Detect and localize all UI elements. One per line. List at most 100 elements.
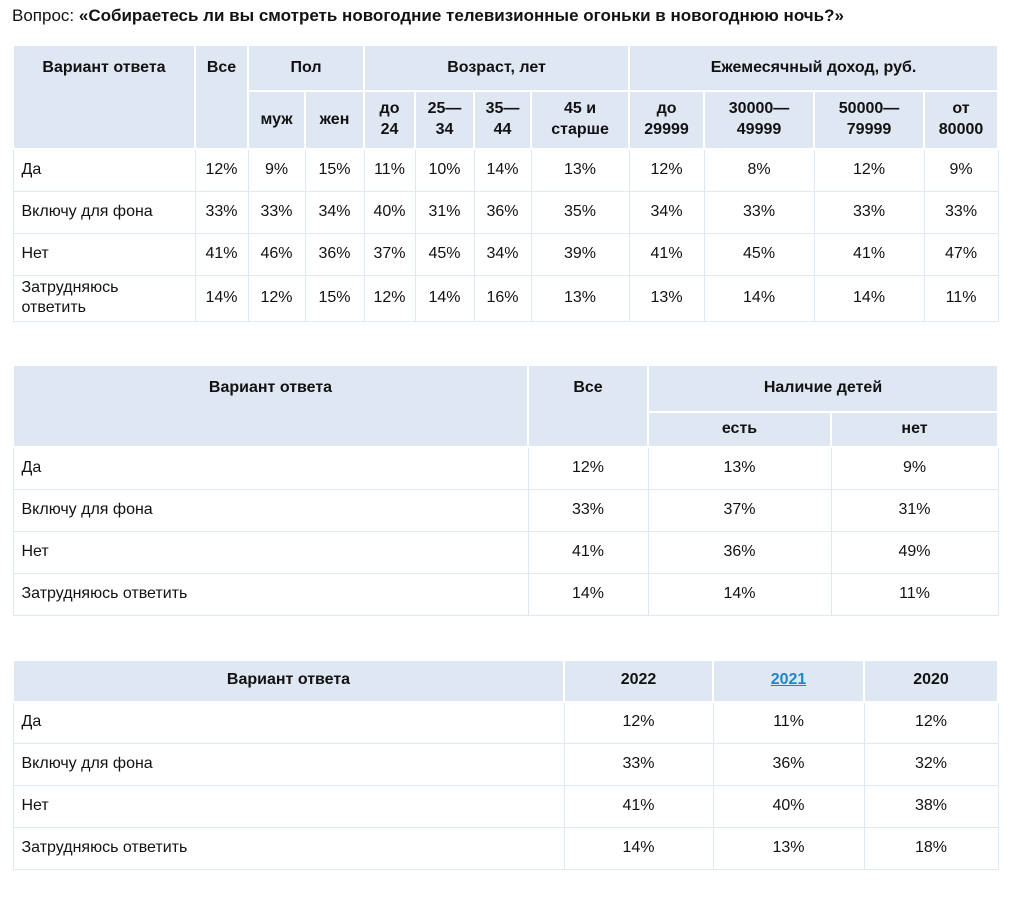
question-prefix: Вопрос:	[12, 6, 79, 25]
col-header-year-2020: 2020	[863, 658, 999, 703]
value-cell: 10%	[414, 148, 475, 192]
value-cell: 14%	[527, 572, 649, 616]
col-header-all: Все	[527, 364, 649, 449]
value-cell: 32%	[863, 743, 999, 787]
row-label: Да	[12, 446, 529, 490]
value-cell: 34%	[628, 190, 705, 234]
row-label: Да	[12, 148, 196, 192]
table-body: Да 12% 13% 9% Включу для фона 33% 37% 31% Нет 41%…	[12, 446, 999, 616]
col-header-year-2021: 2021	[712, 658, 865, 703]
table-row: Затрудняюсь ответить 14% 14% 11%	[12, 572, 999, 616]
table-body: Да 12% 11% 12% Включу для фона 33% 36% 32% Нет 41…	[12, 701, 999, 871]
value-cell: 41%	[813, 232, 925, 276]
value-cell: 12%	[863, 701, 999, 745]
value-cell: 13%	[628, 274, 705, 323]
table-body: Да 12% 9% 15% 11% 10% 14% 13% 12% 8% 12% 9% Включу д…	[12, 148, 999, 323]
value-cell: 33%	[527, 488, 649, 532]
value-cell: 12%	[628, 148, 705, 192]
col-header-all: Все	[194, 44, 249, 150]
col-header-variant: Вариант ответа	[12, 364, 529, 449]
header-row-groups: Вариант ответа Все Наличие детей	[12, 364, 999, 449]
col-header-income-50000-79999: 50000— 79999	[813, 90, 926, 150]
value-cell: 41%	[527, 530, 649, 574]
value-cell: 36%	[647, 530, 832, 574]
col-group-children: Наличие детей	[647, 364, 999, 414]
table-row: Включу для фона 33% 36% 32%	[12, 743, 999, 787]
table-row: Включу для фона 33% 37% 31%	[12, 488, 999, 532]
value-cell: 12%	[363, 274, 416, 323]
row-label: Включу для фона	[12, 190, 196, 234]
value-cell: 45%	[703, 232, 815, 276]
value-cell: 45%	[414, 232, 475, 276]
value-cell: 14%	[647, 572, 832, 616]
row-label: Включу для фона	[12, 488, 529, 532]
value-cell: 33%	[563, 743, 714, 787]
table-row: Да 12% 11% 12%	[12, 701, 999, 745]
row-label: Затрудняюсь ответить	[12, 827, 565, 871]
col-header-age-under24: до 24	[363, 90, 417, 150]
header-row-years: Вариант ответа 2022 2021 2020	[12, 658, 999, 703]
value-cell: 9%	[830, 446, 999, 490]
value-cell: 33%	[923, 190, 999, 234]
col-header-age-45plus: 45 и старше	[530, 90, 631, 150]
value-cell: 9%	[923, 148, 999, 192]
value-cell: 11%	[923, 274, 999, 323]
value-cell: 11%	[830, 572, 999, 616]
question-text: «Собираетесь ли вы смотреть новогодние т…	[78, 6, 844, 25]
value-cell: 40%	[363, 190, 416, 234]
value-cell: 33%	[247, 190, 306, 234]
value-cell: 46%	[247, 232, 306, 276]
col-header-female: жен	[303, 90, 366, 150]
value-cell: 14%	[473, 148, 532, 192]
header-row-subgroups: есть нет	[13, 411, 999, 449]
table-header: Вариант ответа Все Пол Возраст, лет Ежем…	[12, 44, 1000, 150]
row-label: Затрудняюсь ответить	[12, 572, 529, 616]
value-cell: 34%	[304, 190, 365, 234]
col-header-income-30000-49999: 30000— 49999	[703, 90, 816, 150]
value-cell: 37%	[363, 232, 416, 276]
value-cell: 13%	[712, 827, 865, 871]
table-row: Нет 41% 46% 36% 37% 45% 34% 39% 41% 45% 41% 47%	[12, 232, 999, 276]
value-cell: 34%	[473, 232, 532, 276]
survey-table-demographics: Вариант ответа Все Пол Возраст, лет Ежем…	[12, 44, 1000, 323]
col-header-age-25-34: 25— 34	[414, 90, 476, 150]
col-header-children-no: нет	[830, 411, 999, 449]
value-cell: 33%	[813, 190, 925, 234]
year-2021-link[interactable]: 2021	[770, 671, 807, 689]
header-row-subgroups: муж жен до 24 25— 34 35— 44 45 и старше …	[13, 90, 1000, 150]
value-cell: 11%	[712, 701, 865, 745]
value-cell: 36%	[473, 190, 532, 234]
col-group-gender: Пол	[246, 44, 366, 92]
col-header-variant: Вариант ответа	[12, 658, 565, 703]
value-cell: 12%	[563, 701, 714, 745]
col-header-age-35-44: 35— 44	[473, 90, 533, 150]
table-row: Нет 41% 36% 49%	[12, 530, 999, 574]
table-row: Включу для фона 33% 33% 34% 40% 31% 36% 35% 34% 3…	[12, 190, 999, 234]
col-header-income-under29999: до 29999	[628, 90, 706, 150]
question-title: Вопрос: «Собираетесь ли вы смотреть ново…	[12, 5, 1018, 27]
value-cell: 13%	[647, 446, 832, 490]
survey-table-years: Вариант ответа 2022 2021 2020 Да 12% 11% 12…	[12, 658, 999, 871]
value-cell: 35%	[530, 190, 630, 234]
value-cell: 33%	[194, 190, 249, 234]
value-cell: 31%	[830, 488, 999, 532]
col-header-income-80000plus: от 80000	[923, 90, 1000, 150]
survey-table-children: Вариант ответа Все Наличие детей есть не…	[12, 364, 999, 616]
table-row: Затрудняюсь ответить 14% 12% 15% 12% 14% 16% 13…	[12, 274, 999, 323]
row-label: Нет	[12, 232, 196, 276]
value-cell: 47%	[923, 232, 999, 276]
value-cell: 49%	[830, 530, 999, 574]
value-cell: 18%	[863, 827, 999, 871]
value-cell: 41%	[194, 232, 249, 276]
value-cell: 13%	[530, 148, 630, 192]
table-row: Нет 41% 40% 38%	[12, 785, 999, 829]
value-cell: 12%	[813, 148, 925, 192]
value-cell: 39%	[530, 232, 630, 276]
row-label: Включу для фона	[12, 743, 565, 787]
table-row: Да 12% 13% 9%	[12, 446, 999, 490]
value-cell: 15%	[304, 148, 365, 192]
value-cell: 36%	[712, 743, 865, 787]
value-cell: 12%	[194, 148, 249, 192]
value-cell: 8%	[703, 148, 815, 192]
row-label: Нет	[12, 785, 565, 829]
